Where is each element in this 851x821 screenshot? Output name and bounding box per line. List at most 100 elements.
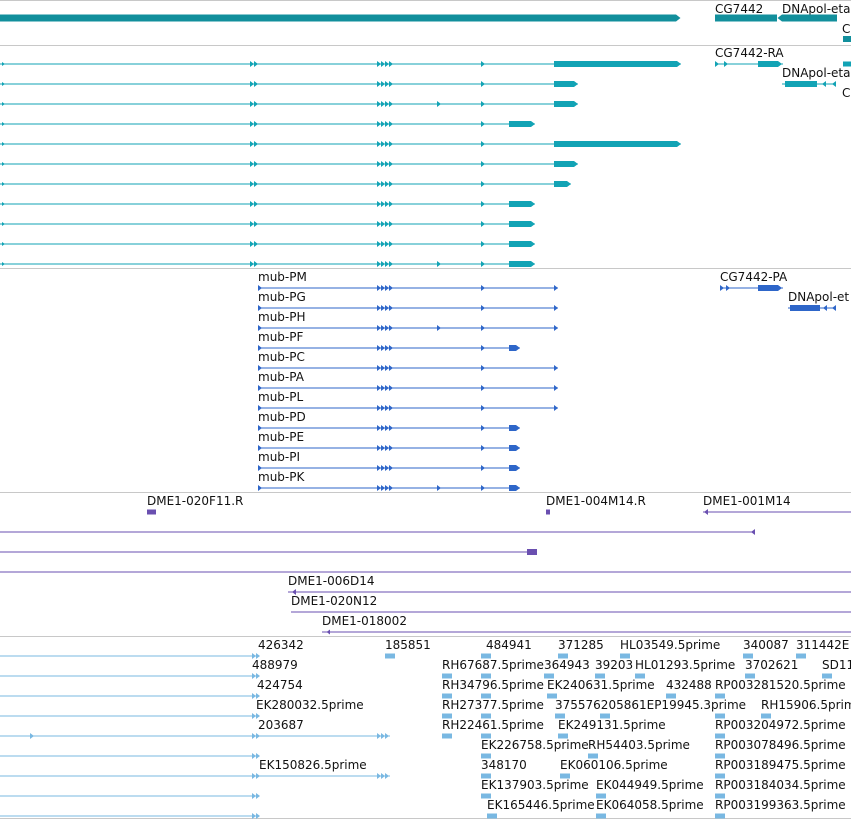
exon-arrow[interactable] [389,141,393,147]
exon-arrow[interactable] [385,485,389,491]
est-arrow[interactable] [252,813,256,819]
exon-arrow[interactable] [385,81,389,87]
exon-arrow[interactable] [516,425,520,431]
cds-exon-box[interactable] [509,485,516,491]
exon-arrow[interactable] [2,162,5,166]
exon-arrow[interactable] [677,61,681,67]
exon-arrow[interactable] [704,509,708,515]
cdna-label[interactable]: DME1-018002 [322,614,407,628]
exon-arrow[interactable] [377,181,381,187]
exon-arrow[interactable] [481,425,485,431]
exon-arrow[interactable] [2,202,5,206]
est-label[interactable]: 348170 [481,758,527,772]
exon-arrow[interactable] [250,101,254,107]
exon-arrow[interactable] [377,201,381,207]
exon-arrow[interactable] [258,445,262,451]
exon-arrow[interactable] [381,425,385,431]
exon-arrow[interactable] [481,61,485,67]
est-label[interactable]: 424754 [257,678,303,692]
est-arrow[interactable] [252,653,256,659]
cds-label[interactable]: mub-PE [258,430,305,444]
exon-arrow[interactable] [385,201,389,207]
exon-arrow[interactable] [385,221,389,227]
exon-arrow[interactable] [381,181,385,187]
exon-arrow[interactable] [250,221,254,227]
est-feature-box[interactable] [715,753,725,759]
exon-arrow[interactable] [531,261,535,267]
exon-arrow[interactable] [381,365,385,371]
est-feature-box[interactable] [796,653,806,659]
transcript-label[interactable]: C [842,86,851,100]
exon-arrow[interactable] [377,733,381,739]
est-feature-box[interactable] [715,713,725,719]
est-feature-box[interactable] [558,653,568,659]
exon-arrow[interactable] [385,61,389,67]
transcript-exon-box[interactable] [554,101,574,107]
exon-arrow[interactable] [381,405,385,411]
exon-arrow[interactable] [481,101,485,107]
cds-exon-box[interactable] [758,285,778,291]
est-arrow[interactable] [256,753,260,759]
cds-label[interactable]: mub-PI [258,450,301,464]
exon-arrow[interactable] [250,241,254,247]
est-label[interactable]: EK150826.5prime [259,758,367,772]
exon-arrow[interactable] [385,345,389,351]
transcript-exon-box[interactable] [509,121,531,127]
exon-arrow[interactable] [481,485,485,491]
exon-arrow[interactable] [554,405,558,411]
est-arrow[interactable] [256,673,260,679]
est-feature-box[interactable] [442,693,452,699]
est-label[interactable]: 371285 [558,638,604,652]
exon-arrow[interactable] [385,161,389,167]
est-arrow[interactable] [252,793,256,799]
exon-arrow[interactable] [389,121,393,127]
exon-arrow[interactable] [531,121,535,127]
est-arrow[interactable] [256,793,260,799]
exon-arrow[interactable] [389,161,393,167]
exon-arrow[interactable] [377,261,381,267]
exon-arrow[interactable] [389,405,393,411]
est-feature-box[interactable] [544,673,554,679]
exon-arrow[interactable] [377,445,381,451]
cds-label[interactable]: mub-PF [258,330,304,344]
cds-label[interactable]: CG7442-PA [720,270,788,284]
est-label[interactable]: 375576205861EP19945.3prime [555,698,747,712]
exon-arrow[interactable] [381,61,385,67]
est-label[interactable]: EK060106.5prime [560,758,668,772]
exon-arrow[interactable] [250,161,254,167]
exon-arrow[interactable] [250,141,254,147]
exon-arrow[interactable] [381,385,385,391]
gene-label[interactable]: C [842,22,851,36]
est-feature-box[interactable] [560,773,570,779]
exon-arrow[interactable] [385,445,389,451]
est-label[interactable]: 432488 [666,678,712,692]
transcript-label[interactable]: CG7442-RA [715,46,784,60]
cds-label[interactable]: mub-PC [258,350,305,364]
cdna-feature-box[interactable] [527,549,537,555]
cds-exon-box[interactable] [509,425,516,431]
cds-track[interactable]: mub-PM mub-PG mub-PH mub-PF mub-PC mub-P… [0,268,851,492]
gene-label[interactable]: CG7442 [715,2,764,16]
transcript-exon-box[interactable] [758,61,778,67]
exon-arrow[interactable] [389,465,393,471]
exon-arrow[interactable] [258,365,262,371]
exon-arrow[interactable] [389,485,393,491]
cds-exon-box[interactable] [509,445,516,451]
est-label[interactable]: RH15906.5prime [761,698,851,712]
transcript-exon-box[interactable] [554,61,677,67]
cds-exon-box[interactable] [509,345,516,351]
est-feature-box[interactable] [487,813,497,819]
transcript-exon-box[interactable] [509,241,531,247]
exon-arrow[interactable] [389,81,393,87]
transcript-exon-box[interactable] [554,161,574,167]
exon-arrow[interactable] [389,345,393,351]
exon-arrow[interactable] [250,261,254,267]
exon-arrow[interactable] [385,181,389,187]
exon-arrow[interactable] [254,201,258,207]
exon-arrow[interactable] [381,485,385,491]
est-track[interactable]: 426342 185851 484941 371285 HL03549.5pri… [0,636,851,818]
transcript-exon-box[interactable] [509,221,531,227]
est-arrow[interactable] [256,813,260,819]
exon-arrow[interactable] [751,529,755,535]
exon-arrow[interactable] [381,221,385,227]
